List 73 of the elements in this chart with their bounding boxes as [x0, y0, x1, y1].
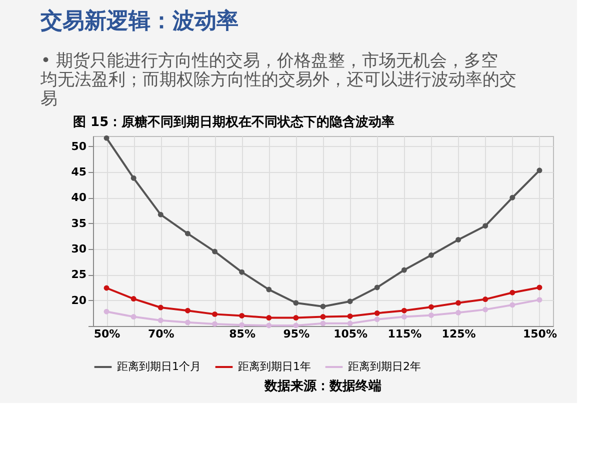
chart-subtitle: • 期货只能进行方向性的交易，价格盘整，市场无机会，多空均无法盈利；而期权除方向性的交易外，还可以进行波动率的交易 — [40, 51, 517, 109]
point — [184, 320, 190, 326]
point — [456, 310, 462, 316]
x-tick-label: 105% — [334, 328, 368, 340]
point — [482, 296, 488, 302]
point — [401, 267, 407, 273]
point — [266, 286, 272, 292]
point — [158, 304, 164, 310]
point — [482, 306, 488, 312]
point — [293, 300, 299, 306]
point — [428, 252, 434, 258]
point — [130, 175, 136, 181]
legend-label: 距离到期日1年 — [238, 360, 311, 373]
point — [212, 311, 218, 317]
point — [130, 314, 136, 320]
y-tick-label: 25 — [71, 268, 86, 282]
point — [239, 322, 245, 328]
point — [184, 230, 190, 236]
point — [510, 290, 516, 296]
point — [104, 285, 110, 291]
point — [212, 248, 218, 254]
y-tick-label: 35 — [71, 216, 86, 230]
point — [320, 314, 326, 320]
x-tick-label: 95% — [283, 328, 310, 340]
point — [401, 308, 407, 314]
point — [266, 322, 272, 328]
x-tick-label: 50% — [94, 328, 120, 340]
x-tick-label: 150% — [522, 328, 557, 340]
point — [374, 284, 380, 290]
point — [158, 318, 164, 324]
caption: 图 15：原糖不同到期日期权在不同状态下的隐含波动率 — [73, 114, 395, 130]
y-tick-label: 20 — [71, 294, 87, 307]
point — [428, 312, 434, 318]
point — [510, 194, 516, 200]
legend-label: 距离到期日2年 — [348, 360, 421, 373]
point — [510, 302, 516, 308]
x-tick-label: 115% — [388, 328, 422, 340]
point — [130, 296, 136, 302]
point — [374, 310, 380, 316]
point — [320, 304, 326, 310]
point — [536, 284, 542, 290]
x-tick-label: 70% — [148, 328, 174, 340]
y-tick-label: 30 — [71, 242, 87, 256]
point — [158, 212, 164, 218]
y-tick-label: 40 — [71, 191, 87, 204]
point — [320, 320, 326, 326]
point — [347, 298, 353, 304]
x-tick-label: 85% — [229, 328, 256, 340]
point — [212, 321, 218, 327]
point — [428, 304, 434, 310]
point — [266, 315, 272, 321]
source-note: 数据来源：数据终端 — [264, 379, 382, 394]
point — [104, 308, 110, 314]
point — [374, 316, 380, 322]
point — [536, 297, 542, 303]
point — [293, 322, 299, 328]
point — [482, 223, 488, 229]
legend-label: 距离到期日1个月 — [117, 360, 201, 373]
point — [239, 269, 245, 275]
point — [104, 135, 110, 141]
point — [456, 300, 462, 306]
point — [347, 320, 353, 326]
point — [293, 315, 299, 321]
point — [184, 308, 190, 314]
point — [401, 314, 407, 320]
x-tick-label: 125% — [442, 328, 476, 340]
point — [536, 168, 542, 174]
point — [456, 236, 462, 242]
y-tick-label: 45 — [71, 165, 86, 178]
chart-title: 交易新逻辑：波动率 — [40, 8, 239, 34]
point — [347, 314, 353, 319]
y-tick-label: 50 — [71, 140, 87, 153]
point — [239, 312, 245, 318]
